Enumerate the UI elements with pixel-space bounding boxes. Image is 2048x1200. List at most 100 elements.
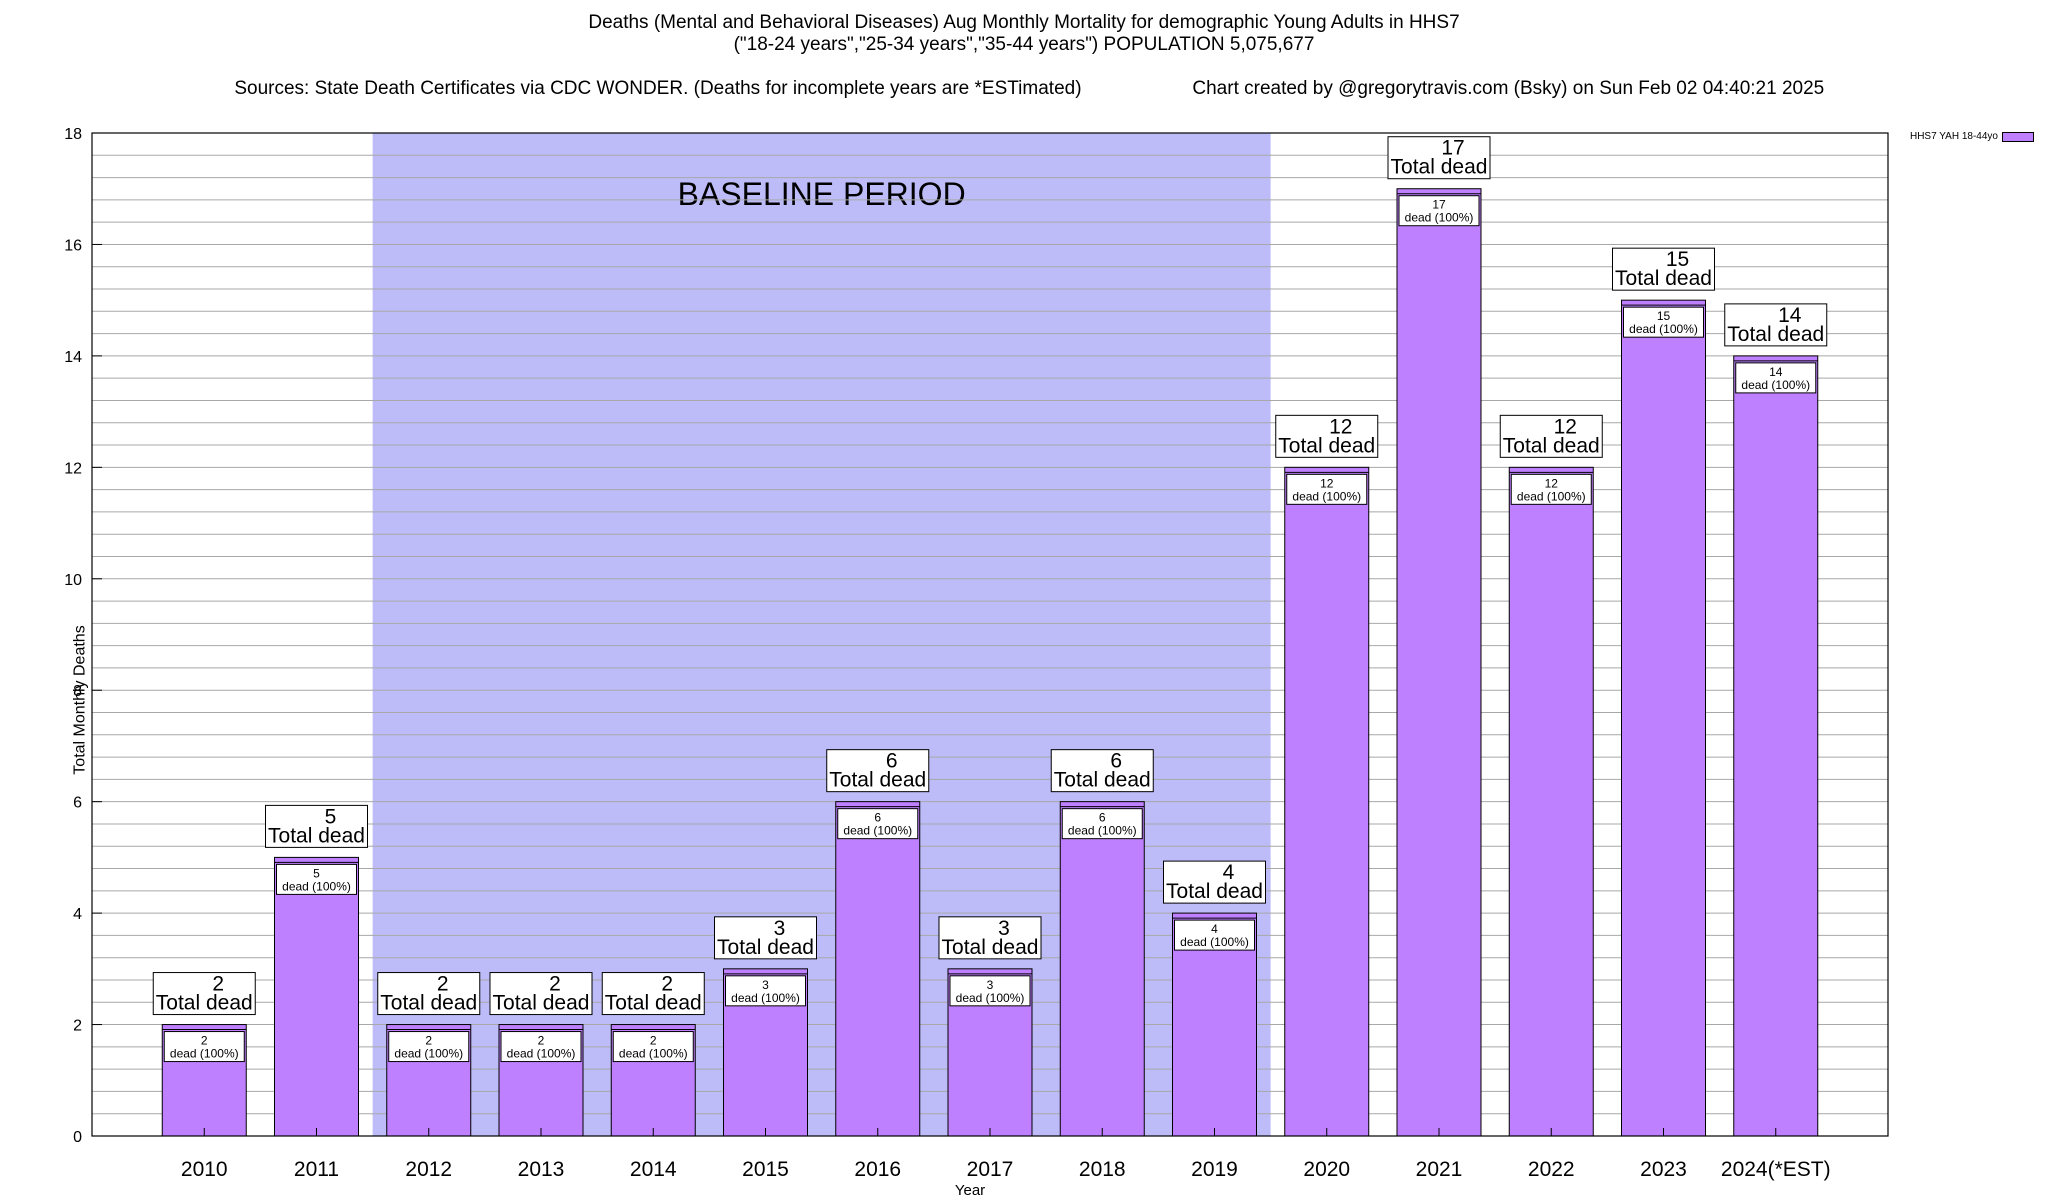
total-value-label: 12 (1329, 415, 1352, 438)
total-value-label: 15 (1666, 248, 1689, 271)
inner-dead-label: dead (100%) (1405, 211, 1474, 225)
bar (1059, 801, 1145, 1137)
x-tick-label: 2012 (405, 1158, 452, 1181)
y-tick-label: 0 (73, 1129, 82, 1146)
total-label-box (826, 749, 930, 793)
inner-dead-label: dead (100%) (956, 991, 1025, 1005)
legend-swatch (2002, 131, 2034, 142)
total-value-label: 12 (1554, 415, 1577, 438)
inner-label-box (163, 1031, 245, 1063)
inner-dead-label: dead (100%) (1629, 322, 1698, 336)
inner-dead-label: dead (100%) (394, 1047, 463, 1061)
inner-dead-label: dead (100%) (1292, 489, 1361, 503)
x-tick-label: 2024(*EST) (1721, 1158, 1831, 1181)
total-value-label: 5 (325, 805, 337, 828)
total-label-box (601, 972, 705, 1016)
x-tick-label: 2011 (294, 1158, 339, 1181)
total-dead-label: Total dead (1391, 156, 1488, 179)
bar (1733, 355, 1819, 1137)
total-value-label: 3 (774, 917, 786, 940)
total-dead-label: Total dead (1615, 267, 1712, 290)
inner-dead-label: dead (100%) (282, 879, 351, 893)
y-tick-label: 18 (64, 126, 82, 143)
inner-label-box (1510, 473, 1592, 505)
inner-label-box (1174, 919, 1255, 951)
inner-value-label: 17 (1432, 198, 1446, 212)
chart-subtitle: ("18-24 years","25-34 years","35-44 year… (733, 34, 1315, 55)
x-tick-label: 2015 (742, 1158, 789, 1181)
plot-frame (91, 132, 1889, 1137)
y-tick-label: 2 (73, 1018, 82, 1035)
y-tick-label: 4 (73, 906, 82, 923)
total-label-box (265, 804, 368, 848)
total-value-label: 4 (1223, 861, 1235, 884)
total-label-box (377, 972, 481, 1016)
inner-value-label: 6 (874, 811, 881, 825)
x-tick-label: 2014 (630, 1158, 677, 1181)
inner-dead-label: dead (100%) (1741, 378, 1810, 392)
y-tick-label: 10 (64, 572, 82, 589)
inner-label-box (276, 863, 357, 895)
inner-label-box (1061, 808, 1143, 840)
total-label-box (152, 972, 256, 1016)
bar (1508, 466, 1594, 1137)
total-value-label: 17 (1441, 137, 1464, 160)
total-dead-label: Total dead (1166, 880, 1263, 903)
x-tick-label: 2021 (1416, 1158, 1463, 1181)
inner-value-label: 2 (650, 1034, 657, 1048)
total-dead-label: Total dead (605, 992, 702, 1015)
inner-value-label: 15 (1657, 309, 1671, 323)
total-dead-label: Total dead (1278, 434, 1375, 457)
total-label-box (1724, 303, 1828, 347)
total-dead-label: Total dead (268, 824, 365, 847)
y-tick-label: 8 (73, 683, 82, 700)
source-note: Sources: State Death Certificates via CD… (234, 78, 1082, 99)
inner-value-label: 2 (201, 1034, 208, 1048)
total-label-box (1275, 414, 1379, 458)
y-tick-label: 16 (64, 237, 82, 254)
inner-label-box (1286, 473, 1368, 505)
inner-label-box (1623, 306, 1704, 338)
total-value-label: 2 (437, 973, 449, 996)
inner-value-label: 4 (1211, 922, 1218, 936)
total-label-box (1499, 414, 1603, 458)
credit-note: Chart created by @gregorytravis.com (Bsk… (1192, 78, 1825, 99)
total-dead-label: Total dead (380, 992, 477, 1015)
total-value-label: 14 (1778, 304, 1802, 327)
baseline-label: BASELINE PERIOD (678, 176, 966, 212)
bar (835, 801, 921, 1137)
inner-label-box (612, 1031, 694, 1063)
total-label-box (489, 972, 593, 1016)
inner-value-label: 12 (1545, 476, 1559, 490)
total-dead-label: Total dead (156, 992, 253, 1015)
total-dead-label: Total dead (942, 936, 1039, 959)
total-value-label: 6 (886, 750, 898, 773)
inner-value-label: 5 (313, 866, 320, 880)
total-dead-label: Total dead (1054, 769, 1151, 792)
total-dead-label: Total dead (717, 936, 814, 959)
inner-label-box (1735, 362, 1817, 394)
y-tick-label: 14 (64, 349, 82, 366)
inner-dead-label: dead (100%) (843, 824, 912, 838)
inner-dead-label: dead (100%) (1180, 935, 1249, 949)
inner-value-label: 2 (538, 1034, 545, 1048)
total-dead-label: Total dead (829, 769, 926, 792)
inner-label-box (500, 1031, 582, 1063)
total-dead-label: Total dead (1503, 434, 1600, 457)
total-label-box (938, 916, 1042, 960)
inner-value-label: 12 (1320, 476, 1334, 490)
total-label-box (1050, 749, 1154, 793)
inner-value-label: 3 (762, 978, 769, 992)
legend-label: HHS7 YAH 18-44yo (1909, 131, 1998, 142)
total-value-label: 2 (549, 973, 561, 996)
inner-label-box (837, 808, 919, 840)
x-tick-label: 2022 (1528, 1158, 1575, 1181)
inner-dead-label: dead (100%) (619, 1047, 688, 1061)
inner-label-box (1398, 195, 1480, 227)
bar (1396, 188, 1482, 1137)
y-tick-label: 6 (73, 795, 82, 812)
inner-dead-label: dead (100%) (731, 991, 800, 1005)
legend: HHS7 YAH 18-44yo (1910, 131, 2034, 142)
total-label-box (1612, 247, 1715, 291)
